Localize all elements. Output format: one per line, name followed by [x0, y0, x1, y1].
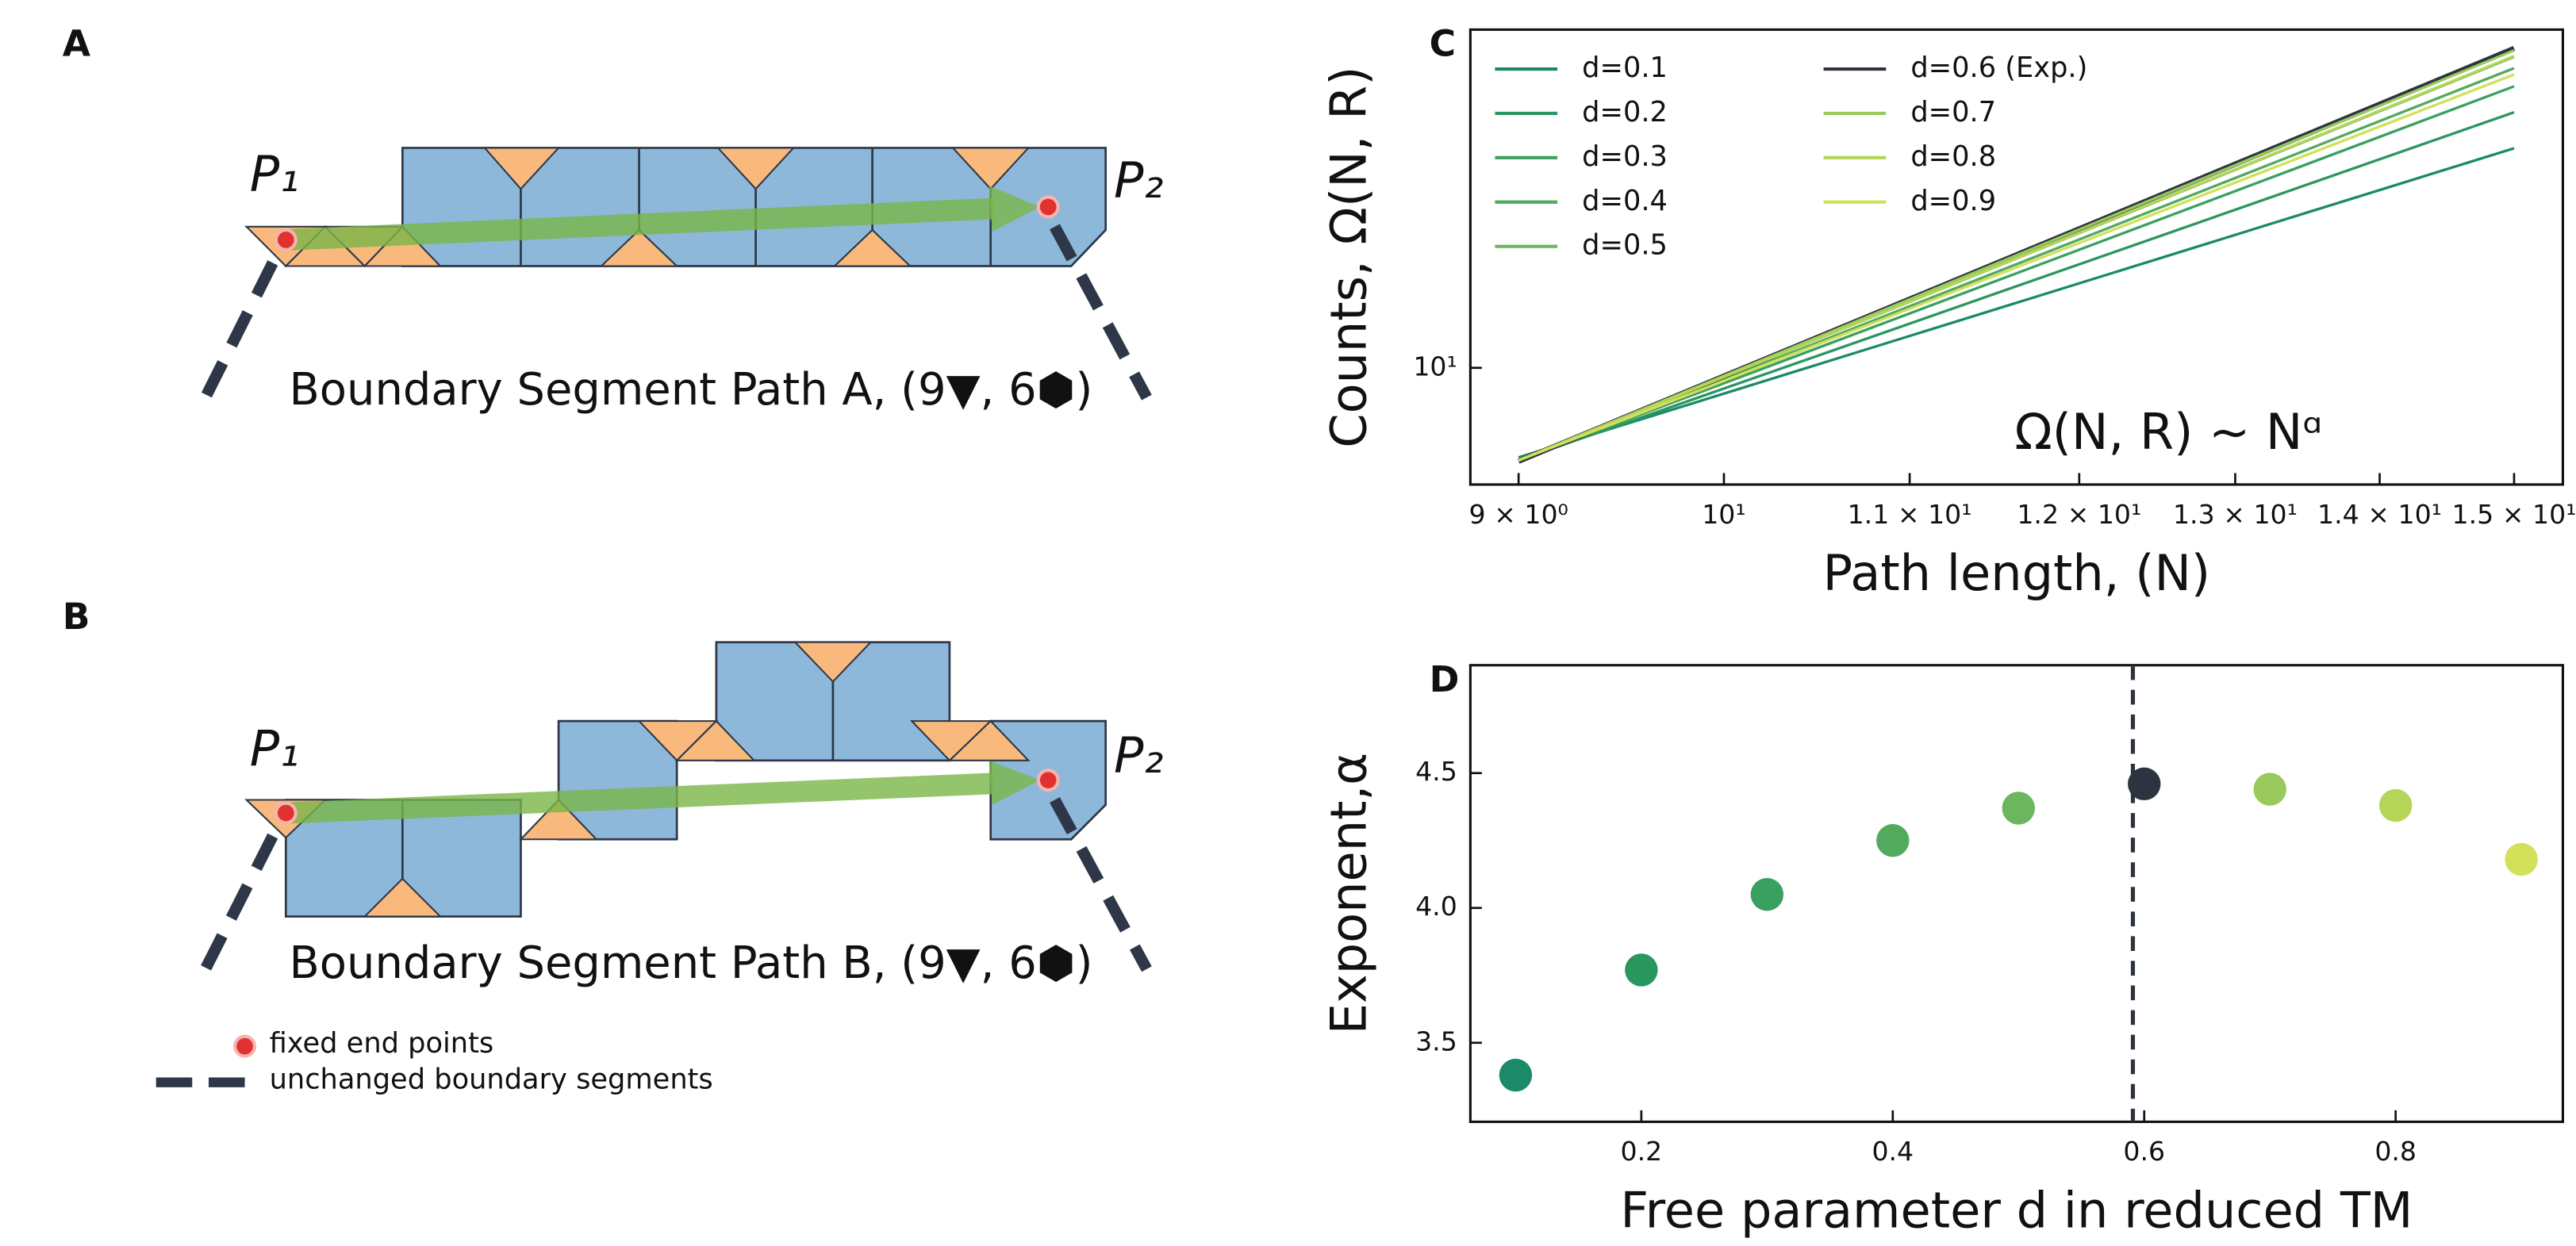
- y-tick-label: 4.5: [1415, 756, 1457, 787]
- series-line: [1518, 85, 2515, 462]
- x-tick-label: 0.6: [2123, 1136, 2165, 1167]
- end-point: [274, 801, 298, 825]
- plot-frame: [1468, 664, 2564, 1123]
- x-tick-label: 0.4: [1872, 1136, 1914, 1167]
- point: [1625, 953, 1658, 987]
- legend-label: d=0.8: [1910, 140, 1996, 173]
- legend-label: d=0.6 (Exp.): [1910, 52, 2087, 84]
- boundary-dash: [200, 260, 278, 401]
- point: [2505, 842, 2538, 876]
- arrow-head: [989, 186, 1040, 232]
- point: [1499, 1058, 1533, 1092]
- legend-label: d=0.3: [1582, 140, 1668, 173]
- panel-label: B: [63, 596, 90, 638]
- x-tick-label: 9 × 10⁰: [1468, 499, 1568, 530]
- panel-label: A: [63, 23, 91, 65]
- x-tick-label: 0.2: [1621, 1136, 1663, 1167]
- panel-a: A P₁ P₂ Boundary Segment Path A, (9▼, 6⬢…: [63, 23, 1164, 416]
- legend-label: d=0.2: [1582, 96, 1668, 128]
- legend-marker: [233, 1034, 257, 1058]
- panel-b: B P₁ P₂ Boundary Segment Path B, (9▼, 6⬢…: [63, 596, 1164, 1095]
- series-line: [1518, 73, 2515, 462]
- x-axis-label: Free parameter d in reduced TM: [1620, 1181, 2413, 1239]
- x-tick-label: 1.3 × 10¹: [2173, 499, 2298, 530]
- end-point: [1036, 769, 1060, 792]
- y-tick-label: 4.0: [1415, 891, 1457, 922]
- arrow-head: [989, 760, 1040, 805]
- x-axis-label: Path length, (N): [1823, 544, 2211, 602]
- series-line: [1518, 110, 2515, 462]
- panel-label: D: [1430, 658, 1460, 700]
- series-line: [1518, 147, 2515, 459]
- p1-label: P₁: [250, 720, 299, 778]
- point: [1750, 878, 1784, 911]
- point: [2128, 767, 2161, 801]
- x-tick-label: 1.5 × 10¹: [2452, 499, 2576, 530]
- boundary-dash: [200, 833, 278, 972]
- x-tick-label: 1.4 × 10¹: [2317, 499, 2442, 530]
- legend-label: d=0.4: [1582, 185, 1668, 217]
- x-tick-label: 0.8: [2374, 1136, 2417, 1167]
- legend-label: d=0.5: [1582, 229, 1668, 262]
- legend-label: fixed end points: [270, 1027, 494, 1060]
- path-arrow: [286, 197, 995, 251]
- legend-label: d=0.1: [1582, 52, 1668, 84]
- y-axis-label: Exponent,α: [1319, 753, 1377, 1034]
- point: [2378, 788, 2413, 822]
- point: [1876, 824, 1910, 857]
- y-tick-label: 10¹: [1413, 351, 1457, 381]
- series-line: [1518, 55, 2515, 462]
- p2-label: P₂: [1114, 727, 1163, 784]
- legend-label: d=0.7: [1910, 96, 1996, 128]
- boundary-dash: [1050, 797, 1152, 972]
- p2-label: P₂: [1114, 151, 1163, 209]
- boundary-dash: [1050, 224, 1152, 401]
- x-tick-label: 10¹: [1702, 499, 1745, 530]
- legend-label: unchanged boundary segments: [270, 1064, 713, 1096]
- caption: Boundary Segment Path B, (9▼, 6⬢): [289, 937, 1092, 989]
- annotation: Ω(N, R) ∼ Nᵅ: [2014, 403, 2322, 461]
- panel-label: C: [1430, 23, 1456, 65]
- point: [2253, 773, 2286, 806]
- end-point: [274, 228, 298, 251]
- end-point: [1036, 195, 1060, 219]
- path-arrow: [286, 773, 995, 824]
- y-axis-label: Counts, Ω(N, R): [1319, 66, 1377, 447]
- legend-label: d=0.9: [1910, 185, 1996, 217]
- x-tick-label: 1.2 × 10¹: [2017, 499, 2141, 530]
- y-tick-label: 3.5: [1415, 1026, 1457, 1056]
- x-tick-label: 1.1 × 10¹: [1848, 499, 1972, 530]
- point: [2002, 792, 2035, 825]
- plot-frame: [1468, 28, 2564, 486]
- caption: Boundary Segment Path A, (9▼, 6⬢): [289, 364, 1092, 416]
- p1-label: P₁: [250, 145, 299, 203]
